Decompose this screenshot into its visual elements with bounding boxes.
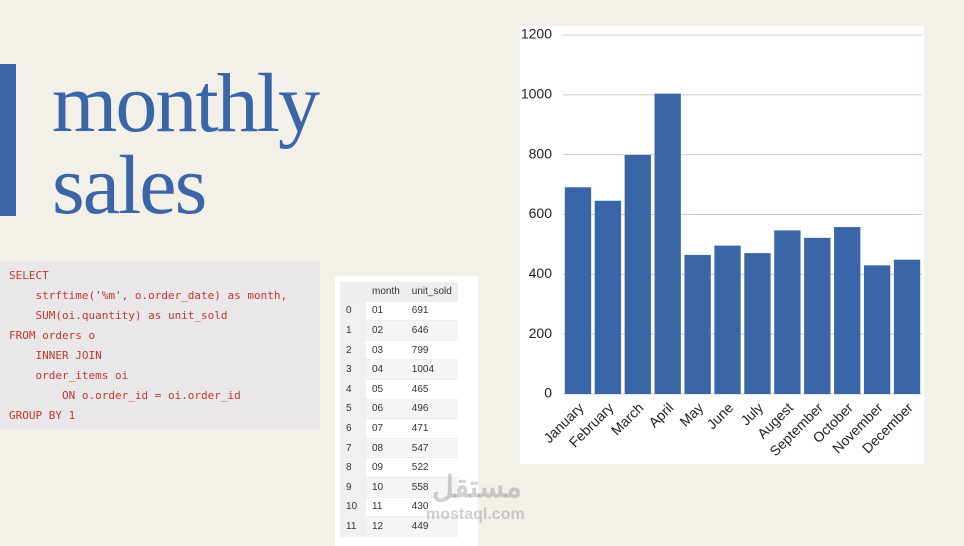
y-tick-label: 600: [529, 205, 553, 221]
table-cell: 1004: [405, 359, 458, 380]
table-cell: 0: [340, 301, 366, 322]
table-row: 9 10 558: [340, 477, 458, 498]
x-tick-label: June: [704, 399, 737, 432]
table-cell: 09: [366, 457, 406, 478]
bar: [594, 200, 622, 394]
code-line: strftime('%m', o.order_date) as month,: [9, 289, 288, 302]
table-row: 2 03 799: [340, 340, 458, 361]
code-line: order_items oi: [9, 369, 129, 382]
y-tick-label: 200: [529, 325, 553, 341]
table-cell: 6: [340, 418, 366, 439]
watermark: mostaql.com: [426, 506, 525, 523]
title-line: sales: [52, 139, 207, 232]
table-cell: 12: [366, 516, 406, 537]
table-row: 3 04 1004: [340, 359, 458, 380]
x-tick-label: April: [645, 399, 676, 430]
bar: [564, 187, 592, 394]
table-cell: 1: [340, 320, 366, 341]
table-cell: 496: [405, 399, 458, 420]
title-line: monthly: [52, 57, 320, 150]
table-cell: 4: [340, 379, 366, 400]
header-cell: month: [366, 282, 406, 302]
table-row: 6 07 471: [340, 418, 458, 439]
table-cell: 430: [405, 497, 458, 518]
table-cell: 547: [405, 438, 458, 459]
table: month unit_sold 0 01 691 1 02 646 2 03 799 3 04 1004 4…: [340, 282, 458, 537]
table-row: 0 01 691: [340, 301, 458, 322]
table-cell: 5: [340, 399, 366, 420]
accent-bar: [0, 64, 16, 216]
bar: [863, 265, 891, 394]
code-line: INNER JOIN: [9, 349, 102, 362]
table-cell: 06: [366, 399, 406, 420]
bar: [744, 253, 771, 394]
y-tick-label: 800: [529, 145, 553, 161]
y-tick-label: 0: [544, 385, 552, 401]
y-tick-label: 400: [529, 265, 553, 281]
table-row: 7 08 547: [340, 438, 458, 459]
bar: [624, 154, 651, 394]
table-cell: 449: [405, 516, 458, 537]
table-cell: 471: [405, 418, 458, 439]
table-row: 8 09 522: [340, 457, 458, 478]
code-line: FROM orders o: [9, 329, 96, 342]
table-cell: 02: [366, 320, 406, 341]
bar: [804, 237, 831, 394]
bar: [654, 93, 681, 395]
table-cell: 522: [405, 457, 458, 478]
header-cell: unit_sold: [405, 282, 458, 302]
code-line: SELECT: [9, 269, 49, 282]
chart: 020040060080010001200JanuaryFebruaryMarc…: [520, 26, 924, 464]
table-cell: 03: [366, 340, 406, 361]
table-cell: 3: [340, 359, 366, 380]
table-cell: 7: [340, 438, 366, 459]
watermark: مستقل: [432, 471, 522, 504]
table-row: 4 05 465: [340, 379, 458, 400]
table-cell: 646: [405, 320, 458, 341]
header-cell: [340, 282, 366, 302]
code-block: SELECT strftime('%m', o.order_date) as m…: [0, 262, 320, 430]
bar: [684, 254, 711, 394]
table-cell: 08: [366, 438, 406, 459]
table-cell: 9: [340, 477, 366, 498]
table-row: 5 06 496: [340, 399, 458, 420]
table-panel: month unit_sold 0 01 691 1 02 646 2 03 799 3 04 1004 4…: [335, 276, 478, 546]
table-row: 10 11 430: [340, 497, 458, 518]
bar: [834, 227, 861, 394]
code-line: ON o.order_id = oi.order_id: [9, 389, 241, 402]
table-cell: 691: [405, 301, 458, 322]
table-cell: 10: [340, 497, 366, 518]
table-cell: 05: [366, 379, 406, 400]
y-tick-label: 1000: [521, 86, 552, 102]
code-line: GROUP BY 1: [9, 409, 76, 422]
bar: [893, 259, 921, 394]
bar: [714, 245, 741, 394]
table-cell: 04: [366, 359, 406, 380]
x-tick-label: March: [608, 399, 647, 438]
x-tick-label: May: [676, 399, 706, 429]
table-cell: 2: [340, 340, 366, 361]
table-row: 1 02 646: [340, 320, 458, 341]
bar: [774, 230, 801, 394]
table-cell: 07: [366, 418, 406, 439]
code-line: SUM(oi.quantity) as unit_sold: [9, 309, 228, 322]
table-cell: 01: [366, 301, 406, 322]
table-cell: 11: [340, 516, 366, 537]
table-cell: 799: [405, 340, 458, 361]
table-cell: 8: [340, 457, 366, 478]
table-cell: 465: [405, 379, 458, 400]
table-cell: 11: [366, 497, 406, 518]
table-cell: 10: [366, 477, 406, 498]
y-tick-label: 1200: [521, 26, 552, 42]
table-cell: 558: [405, 477, 458, 498]
